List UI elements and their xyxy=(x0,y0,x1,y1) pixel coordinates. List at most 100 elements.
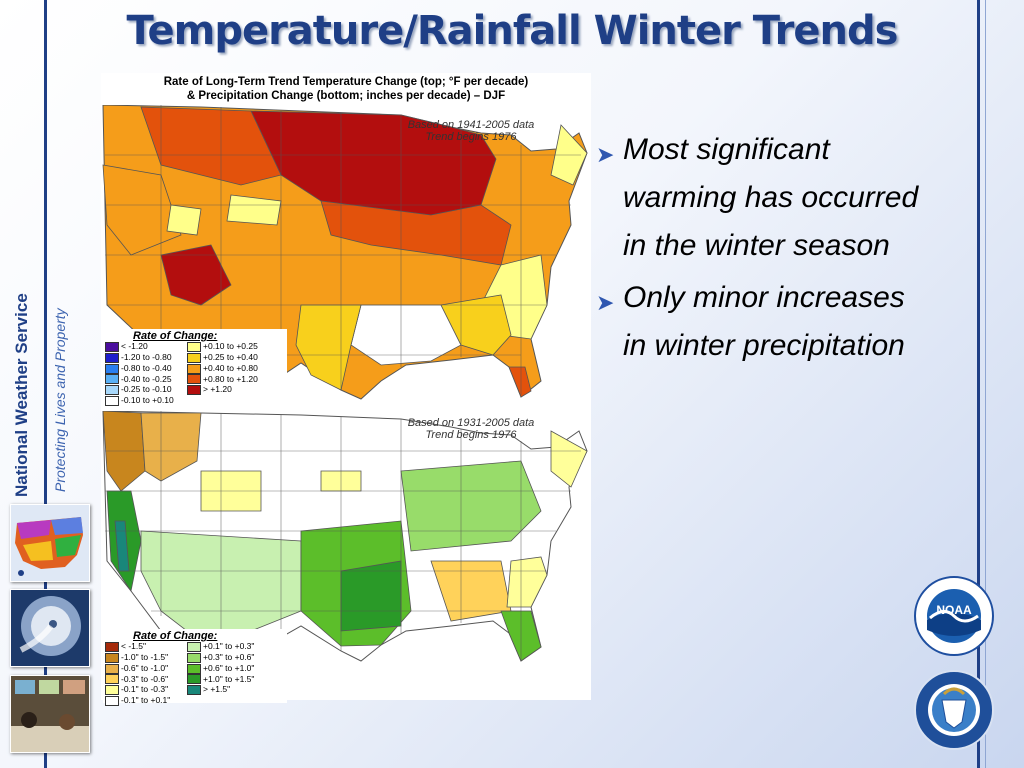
temperature-legend-item: -0.80 to -0.40 xyxy=(105,363,187,374)
right-rail-thin xyxy=(985,0,986,768)
legend-label: -0.6" to -1.0" xyxy=(121,662,169,673)
legend-label: +0.10 to +0.25 xyxy=(203,341,258,352)
temperature-legend-item: -1.20 to -0.80 xyxy=(105,352,187,363)
bullet-text: Only minor increases in winter precipita… xyxy=(623,281,905,362)
legend-label: +0.6" to +1.0" xyxy=(203,662,255,673)
legend-label: +0.3" to +0.6" xyxy=(203,652,255,663)
legend-swatch xyxy=(105,663,119,674)
bullet-item: ➤ Only minor increases in winter precipi… xyxy=(594,274,924,370)
legend-swatch xyxy=(105,642,119,653)
precipitation-legend-item: +0.6" to +1.0" xyxy=(187,663,277,674)
figure-title-line2: & Precipitation Change (bottom; inches p… xyxy=(186,90,506,102)
legend-swatch xyxy=(105,352,119,363)
legend-label: -0.80 to -0.40 xyxy=(121,362,172,373)
arrow-bullet-icon: ➤ xyxy=(596,142,615,167)
temperature-trend-map xyxy=(102,105,588,404)
thumbnail-temperature-map xyxy=(10,504,90,582)
legend-label: < -1.5" xyxy=(121,641,146,652)
bottom-map-note-line1: Based on 1931-2005 data xyxy=(407,417,535,429)
precipitation-legend-item: -0.6" to -1.0" xyxy=(105,663,187,674)
sidebar-org-name: National Weather Service xyxy=(12,293,31,497)
precipitation-legend-item: -1.0" to -1.5" xyxy=(105,652,187,663)
left-rail xyxy=(44,0,47,768)
legend-label: -0.1" to -0.3" xyxy=(121,684,169,695)
legend-swatch xyxy=(105,363,119,374)
top-map-note: Based on 1941-2005 data Trend begins 197… xyxy=(391,119,551,143)
temperature-legend-item: -0.40 to -0.25 xyxy=(105,374,187,385)
precipitation-legend: Rate of Change: < -1.5" -1.0" to -1.5" -… xyxy=(103,629,287,706)
thumbnail-operations-center xyxy=(10,675,90,753)
precipitation-trend-map xyxy=(102,411,588,662)
legend-swatch xyxy=(187,663,201,674)
legend-label: > +1.20 xyxy=(203,384,232,395)
temperature-legend-col2: +0.10 to +0.25 +0.25 to +0.40 +0.40 to +… xyxy=(187,341,277,406)
legend-swatch xyxy=(187,352,201,363)
temperature-legend-col1: < -1.20 -1.20 to -0.80 -0.80 to -0.40 -0… xyxy=(105,341,187,406)
temperature-legend: Rate of Change: < -1.20 -1.20 to -0.80 -… xyxy=(103,329,287,406)
slide-title: Temperature/Rainfall Winter Trends xyxy=(126,8,899,54)
legend-label: -0.3" to -0.6" xyxy=(121,673,169,684)
noaa-logo: NOAA xyxy=(914,576,994,656)
legend-label: +0.40 to +0.80 xyxy=(203,362,258,373)
bullet-text: Most significant warming has occurred in… xyxy=(623,133,919,262)
top-map-note-line1: Based on 1941-2005 data xyxy=(407,119,535,131)
precipitation-legend-item: -0.3" to -0.6" xyxy=(105,674,187,685)
legend-swatch xyxy=(187,685,201,696)
legend-swatch xyxy=(105,674,119,685)
bottom-map-note-line2: Trend begins 1976 xyxy=(425,429,517,441)
temperature-legend-item: -0.10 to +0.10 xyxy=(105,395,187,406)
legend-swatch xyxy=(105,695,119,706)
legend-label: -1.0" to -1.5" xyxy=(121,652,169,663)
legend-label: < -1.20 xyxy=(121,341,148,352)
legend-label: +0.1" to +0.3" xyxy=(203,641,255,652)
legend-swatch xyxy=(105,395,119,406)
legend-label: +1.0" to +1.5" xyxy=(203,673,255,684)
bullet-item: ➤ Most significant warming has occurred … xyxy=(594,126,924,270)
arrow-bullet-icon: ➤ xyxy=(596,290,615,315)
precipitation-legend-col1: < -1.5" -1.0" to -1.5" -0.6" to -1.0" -0… xyxy=(105,641,187,706)
precipitation-legend-item: -0.1" to +0.1" xyxy=(105,695,187,706)
legend-swatch xyxy=(105,385,119,396)
department-of-commerce-seal xyxy=(914,670,994,750)
temperature-legend-item: -0.25 to -0.10 xyxy=(105,384,187,396)
legend-swatch xyxy=(187,342,201,353)
legend-label: -0.40 to -0.25 xyxy=(121,373,172,384)
legend-swatch xyxy=(187,642,201,653)
bullet-list: ➤ Most significant warming has occurred … xyxy=(594,126,924,374)
legend-label: -0.10 to +0.10 xyxy=(121,395,174,406)
legend-label: > +1.5" xyxy=(203,684,231,695)
temperature-legend-item: < -1.20 xyxy=(105,341,187,353)
precipitation-legend-item: +0.1" to +0.3" xyxy=(187,641,277,653)
figure-title-line1: Rate of Long-Term Trend Temperature Chan… xyxy=(163,76,529,88)
legend-label: -0.1" to +0.1" xyxy=(121,695,171,706)
precipitation-legend-item: +0.3" to +0.6" xyxy=(187,652,277,663)
legend-swatch xyxy=(187,374,201,385)
top-map-note-line2: Trend begins 1976 xyxy=(425,131,517,143)
trend-map-figure: Rate of Long-Term Trend Temperature Chan… xyxy=(101,73,591,706)
precipitation-legend-col2: +0.1" to +0.3" +0.3" to +0.6" +0.6" to +… xyxy=(187,641,277,706)
right-rail xyxy=(977,0,980,768)
legend-swatch xyxy=(187,363,201,374)
legend-swatch xyxy=(187,385,201,396)
legend-label: -0.25 to -0.10 xyxy=(121,384,172,395)
precipitation-legend-item: +1.0" to +1.5" xyxy=(187,674,277,685)
noaa-logo-text: NOAA xyxy=(936,603,972,617)
bottom-map-note: Based on 1931-2005 data Trend begins 197… xyxy=(391,417,551,441)
temperature-legend-item: +0.10 to +0.25 xyxy=(187,341,277,353)
legend-label: +0.80 to +1.20 xyxy=(203,373,258,384)
legend-swatch xyxy=(105,374,119,385)
thumbnail-hurricane xyxy=(10,589,90,667)
legend-swatch xyxy=(187,674,201,685)
temperature-legend-item: +0.25 to +0.40 xyxy=(187,352,277,363)
legend-swatch xyxy=(105,342,119,353)
legend-swatch xyxy=(105,652,119,663)
legend-label: +0.25 to +0.40 xyxy=(203,352,258,363)
temperature-legend-item: > +1.20 xyxy=(187,384,277,396)
precipitation-legend-item: -0.1" to -0.3" xyxy=(105,684,187,696)
precipitation-legend-item: < -1.5" xyxy=(105,641,187,653)
legend-swatch xyxy=(105,685,119,696)
precipitation-legend-item: > +1.5" xyxy=(187,684,277,696)
legend-swatch xyxy=(187,652,201,663)
legend-label: -1.20 to -0.80 xyxy=(121,352,172,363)
temperature-legend-item: +0.40 to +0.80 xyxy=(187,363,277,374)
